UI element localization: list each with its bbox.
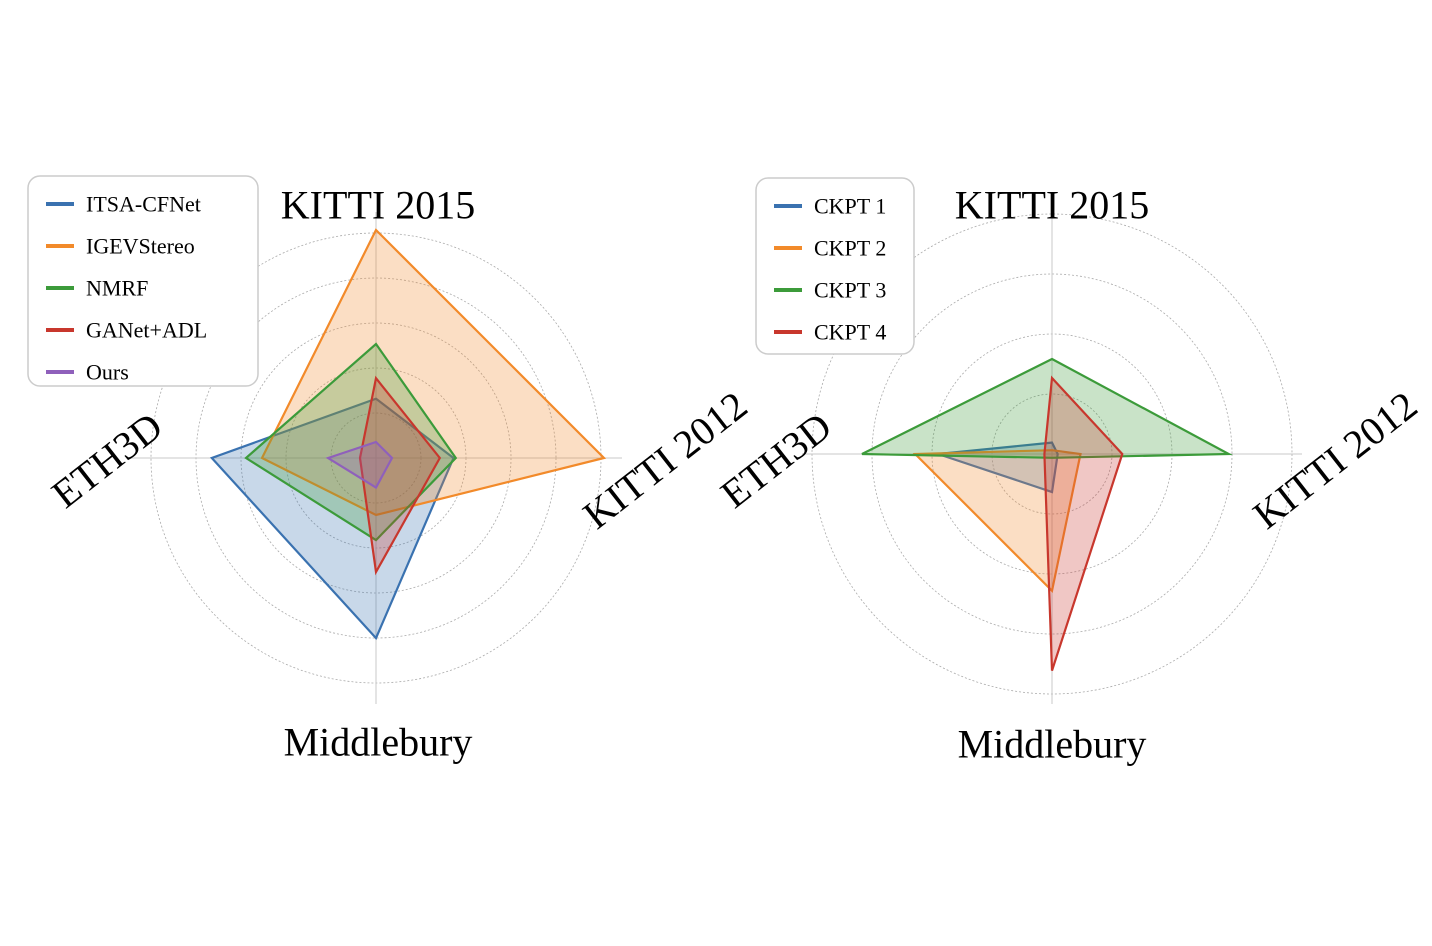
- series-polygon-ckpt-3: [861, 357, 1233, 459]
- series-polygon-ganet-adl: [358, 375, 442, 576]
- axis-label-kitti-2015: KITTI 2015: [955, 183, 1149, 228]
- series-polygon-igevstereo: [260, 228, 607, 517]
- series-polygon-ckpt-4: [1043, 375, 1124, 671]
- legend-label-ckpt-2: CKPT 2: [814, 236, 886, 261]
- series-polygon-ckpt-2: [912, 449, 1082, 594]
- axis-label-kitti-2015: KITTI 2015: [281, 183, 475, 228]
- legend-label-ckpt-1: CKPT 1: [814, 194, 886, 219]
- legend-label-itsa-cfnet: ITSA-CFNet: [86, 192, 201, 217]
- legend-box: [755, 177, 915, 355]
- axis-label-middlebury: Middlebury: [284, 720, 473, 765]
- legend-label-ckpt-3: CKPT 3: [814, 278, 886, 303]
- axis-label-kitti-2012: KITTI 2012: [575, 382, 756, 537]
- series-polygon-ours: [325, 440, 394, 490]
- axis-label-eth3d: ETH3D: [43, 403, 170, 516]
- series-polygon-itsa-cfnet: [209, 397, 455, 641]
- axis-label-middlebury: Middlebury: [958, 722, 1147, 767]
- radar-chart-left: KITTI 2015 KITTI 2012 Middlebury ETH3D ITSA-…: [27, 175, 756, 765]
- series-polygon-nmrf: [244, 342, 458, 542]
- legend-box: [27, 175, 259, 387]
- legend: ITSA-CFNet IGEVStereo NMRF GANet+ADL Ours: [27, 175, 259, 387]
- legend: CKPT 1 CKPT 2 CKPT 3 CKPT 4: [755, 177, 915, 355]
- legend-label-nmrf: NMRF: [86, 276, 148, 301]
- legend-label-igevstereo: IGEVStereo: [86, 234, 195, 259]
- legend-label-ckpt-4: CKPT 4: [814, 320, 886, 345]
- legend-label-ours: Ours: [86, 360, 129, 385]
- axis-label-kitti-2012: KITTI 2012: [1245, 382, 1426, 537]
- legend-label-ganet-adl: GANet+ADL: [86, 318, 207, 343]
